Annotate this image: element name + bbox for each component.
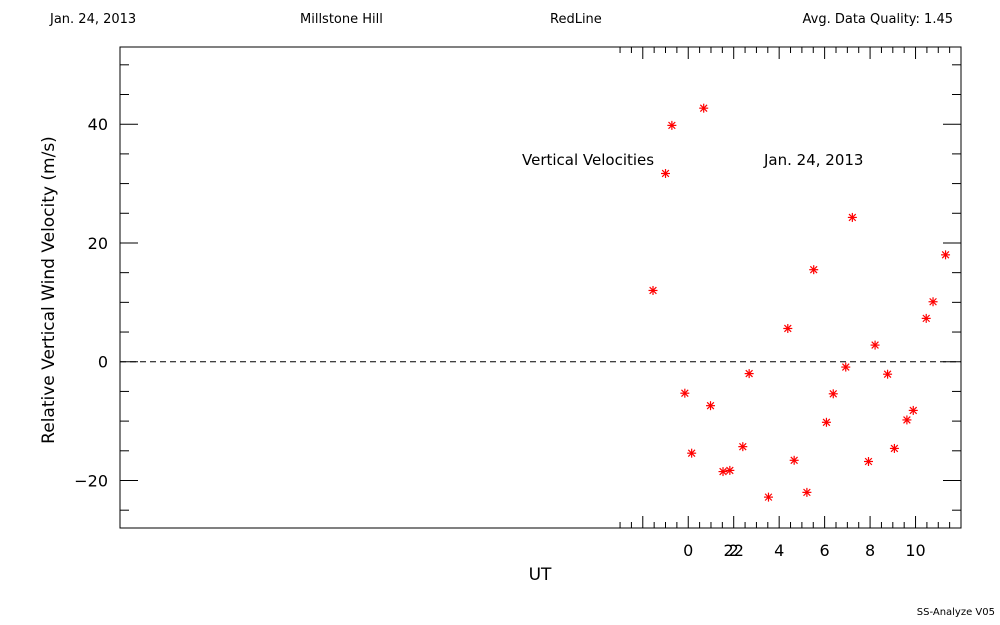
- data-point: [699, 103, 709, 113]
- y-axis-label: Relative Vertical Wind Velocity (m/s): [39, 136, 59, 444]
- data-point: [718, 467, 728, 477]
- x-tick-label: 4: [774, 541, 784, 560]
- data-point: [789, 455, 799, 465]
- data-point: [661, 168, 671, 178]
- data-point: [783, 323, 793, 333]
- data-point: [841, 362, 851, 372]
- data-point: [908, 405, 918, 415]
- data-point: [902, 415, 912, 425]
- chart-title: Vertical Velocities: [522, 151, 654, 169]
- data-point: [738, 442, 748, 452]
- header-site: Millstone Hill: [300, 12, 383, 27]
- x-tick-label: 8: [865, 541, 875, 560]
- data-point: [821, 417, 831, 427]
- y-tick-label: −20: [74, 471, 108, 490]
- data-point: [648, 285, 658, 295]
- data-point: [706, 401, 716, 411]
- axis-tick-labels: 22 0 2 4 6 8 10 −20 0 20 40: [74, 115, 925, 560]
- x-tick-label: 22: [724, 541, 744, 560]
- header-date: Jan. 24, 2013: [50, 12, 137, 27]
- data-point: [725, 465, 735, 475]
- x-tick-label: 10: [905, 541, 925, 560]
- data-point: [889, 443, 899, 453]
- data-point: [802, 487, 812, 497]
- data-point: [883, 369, 893, 379]
- data-point: [941, 250, 951, 260]
- data-point: [928, 297, 938, 307]
- data-point: [680, 388, 690, 398]
- x-tick-label: 0: [683, 541, 693, 560]
- data-point: [921, 313, 931, 323]
- x-tick-label: 2: [729, 541, 739, 560]
- footer-version-tag: SS-Analyze V05: [916, 607, 995, 618]
- x-tick-label: 6: [820, 541, 830, 560]
- data-point: [828, 389, 838, 399]
- data-point: [687, 448, 697, 458]
- data-point: [763, 492, 773, 502]
- data-point: [870, 340, 880, 350]
- y-tick-label: 20: [88, 234, 108, 253]
- data-point: [863, 456, 873, 466]
- data-point: [809, 265, 819, 275]
- header-filter: RedLine: [550, 12, 602, 27]
- axis-ticks: [120, 47, 962, 528]
- plot-frame: [119, 46, 962, 529]
- chart-date-annotation: Jan. 24, 2013: [763, 151, 863, 169]
- data-point: [667, 120, 677, 130]
- y-tick-label: 40: [88, 115, 108, 134]
- y-tick-label: 0: [98, 353, 108, 372]
- header-quality: Avg. Data Quality: 1.45: [802, 12, 953, 27]
- data-points: [648, 103, 951, 502]
- data-point: [744, 369, 754, 379]
- x-axis-label: UT: [529, 565, 552, 585]
- data-point: [847, 212, 857, 222]
